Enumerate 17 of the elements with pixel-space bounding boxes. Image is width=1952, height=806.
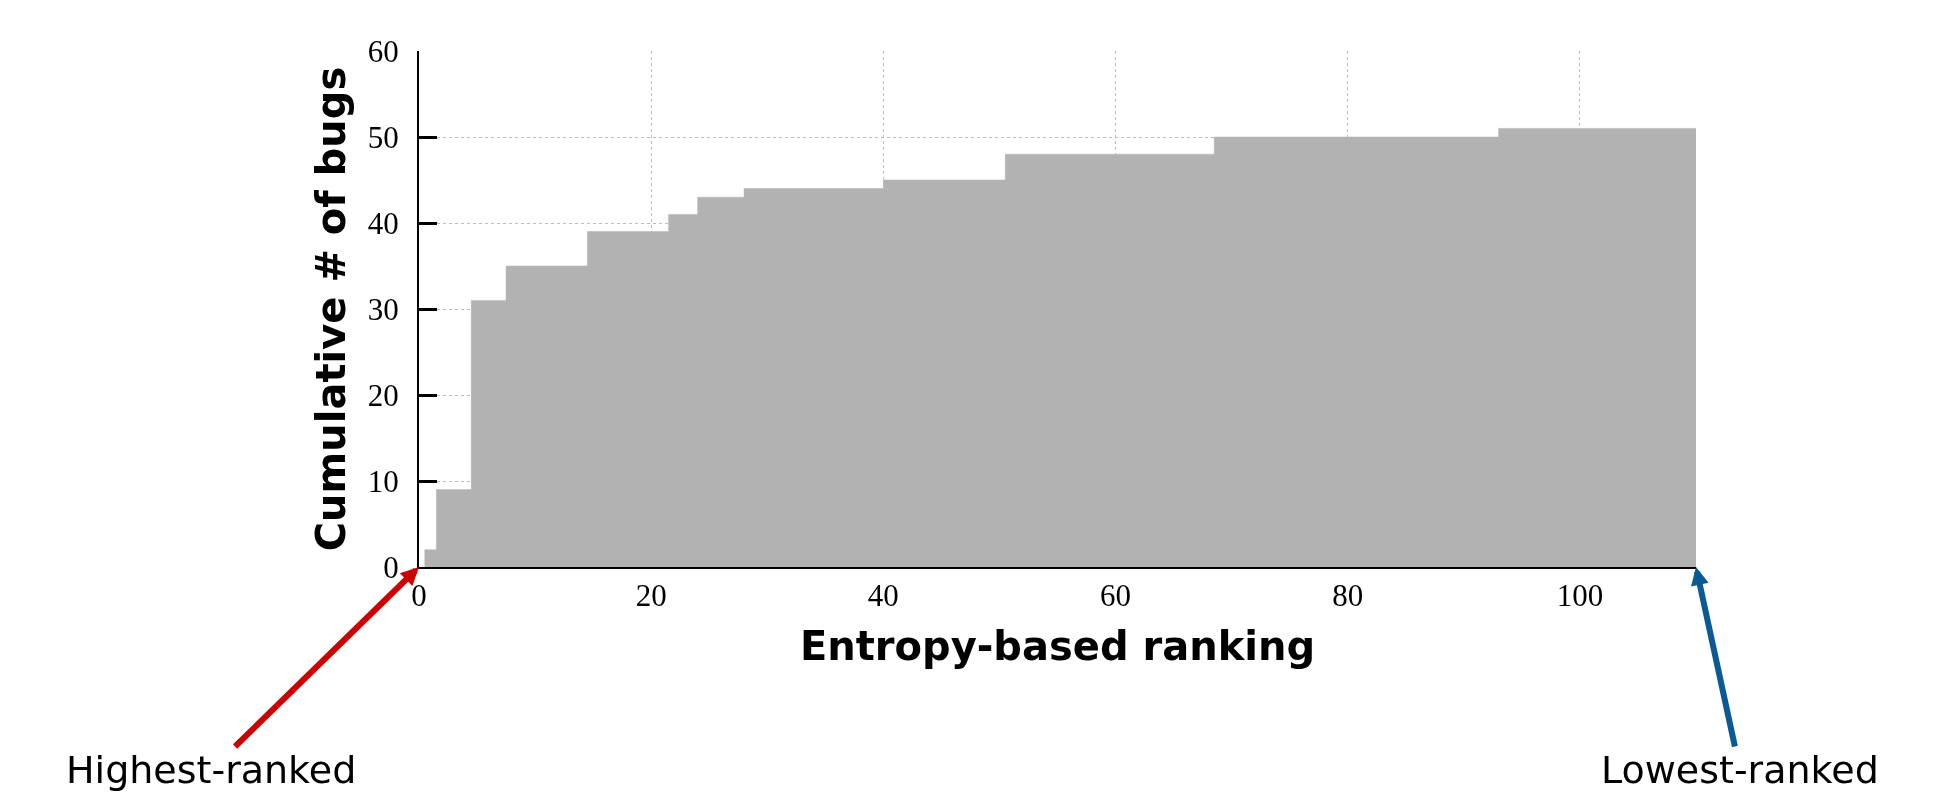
x-tick-label: 40 (867, 578, 899, 614)
y-tick-label: 60 (367, 33, 399, 69)
y-tick-label: 50 (367, 119, 399, 155)
y-tick-label: 10 (367, 463, 399, 499)
y-tick-label: 30 (367, 291, 399, 327)
x-tick-label: 100 (1556, 578, 1604, 614)
x-tick-label: 0 (411, 578, 427, 614)
x-axis-title: Entropy-based ranking (799, 623, 1316, 670)
y-tick-label: 20 (367, 377, 399, 413)
text: Highest-ranked (66, 748, 357, 792)
y-tick-label: 0 (383, 549, 399, 585)
x-tick-label: 20 (635, 578, 667, 614)
y-tick-label: 40 (367, 205, 399, 241)
annotation: Lowest-ranked (1601, 748, 1879, 792)
x-tick-label: 60 (1100, 578, 1132, 614)
x-tick-label: 80 (1332, 578, 1364, 614)
y-axis-title: Cumulative # of bugs (307, 66, 354, 552)
